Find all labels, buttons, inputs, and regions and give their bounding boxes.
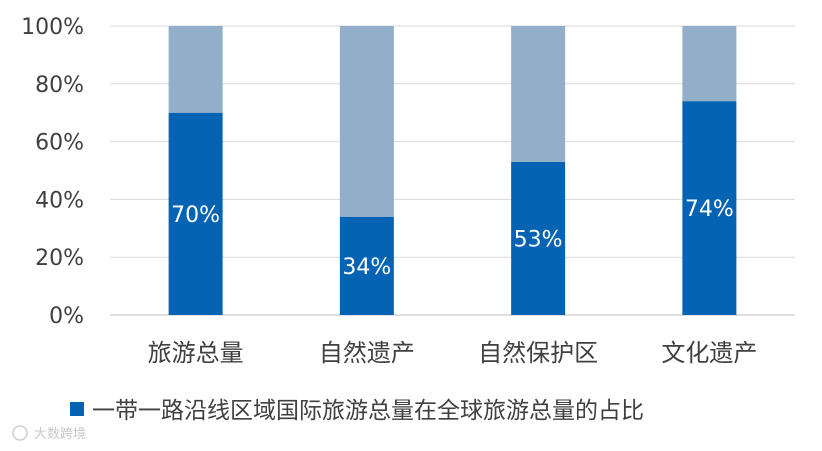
bar-share (168, 112, 223, 315)
watermark-text: 大数跨境 (34, 427, 86, 442)
watermark-logo-icon (12, 425, 28, 441)
data-label: 74% (685, 197, 734, 222)
bars (168, 26, 737, 315)
gridlines (110, 25, 795, 316)
y-tick-label: 0% (49, 304, 84, 329)
watermark: 大数跨境 (12, 425, 86, 442)
y-tick-label: 100% (21, 15, 84, 40)
y-tick-label: 20% (35, 246, 84, 271)
bar-share (339, 216, 394, 315)
legend-swatch (70, 402, 84, 416)
x-tick-label: 自然保护区 (478, 339, 598, 367)
bar-remainder (511, 26, 566, 162)
data-labels: 70% 34% 53% 74% (171, 197, 734, 280)
y-tick-label: 60% (35, 131, 84, 156)
bar-share (511, 161, 566, 315)
bar-share (682, 101, 737, 315)
y-tick-label: 40% (35, 188, 84, 213)
bar-remainder (168, 26, 223, 113)
bar-remainder (339, 26, 394, 217)
y-tick-label: 80% (35, 73, 84, 98)
data-label: 70% (171, 203, 220, 228)
legend-label: 一带一路沿线区域国际旅游总量在全球旅游总量的占比 (92, 398, 644, 424)
bar-remainder (682, 26, 737, 102)
x-tick-label: 旅游总量 (148, 339, 244, 367)
x-tick-label: 文化遗产 (661, 339, 757, 367)
legend: 一带一路沿线区域国际旅游总量在全球旅游总量的占比 (70, 398, 644, 424)
data-label: 34% (342, 255, 391, 280)
x-axis-tick-labels: 旅游总量 自然遗产 自然保护区 文化遗产 (148, 339, 758, 367)
data-label: 53% (514, 227, 563, 252)
y-axis-tick-labels: 0% 20% 40% 60% 80% 100% (21, 15, 84, 329)
x-tick-label: 自然遗产 (319, 339, 415, 367)
